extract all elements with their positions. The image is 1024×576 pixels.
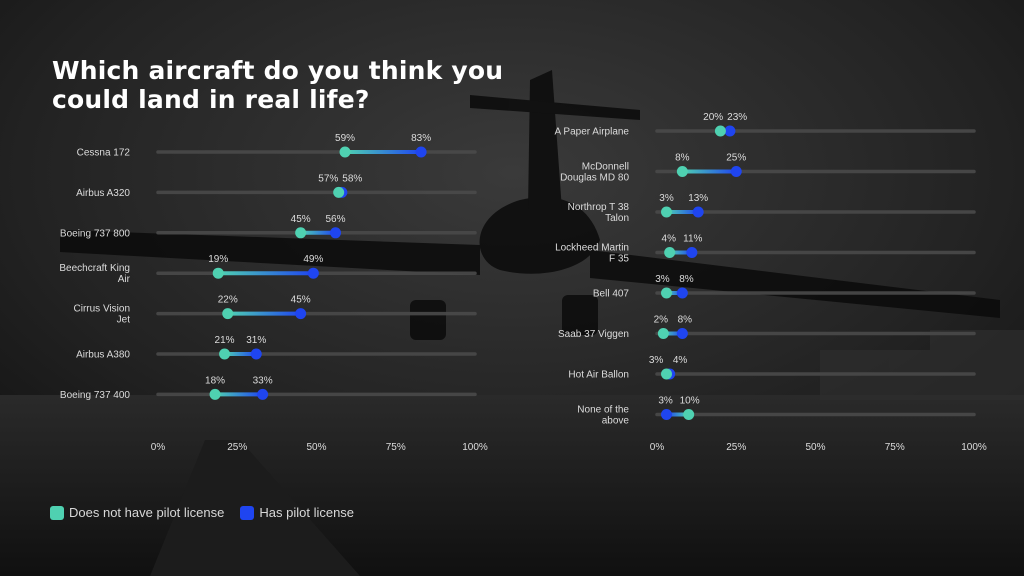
value-label-has-license: 4% [673, 355, 688, 366]
category-label: Lockheed Martin F 35 [555, 243, 629, 265]
legend-swatch-no-license [50, 505, 64, 520]
category-label: Boeing 737 800 [60, 228, 131, 239]
dot-no-license [661, 368, 673, 380]
value-label-no-license: 21% [215, 335, 235, 346]
dot-no-license [295, 227, 307, 239]
value-label-no-license: 4% [662, 234, 677, 245]
value-label-no-license: 8% [675, 153, 690, 164]
value-label-no-license: 57% [318, 173, 338, 184]
value-label-has-license: 8% [678, 315, 693, 326]
dot-has-license [661, 409, 673, 420]
category-label: McDonnell Douglas MD 80 [560, 162, 629, 184]
value-label-has-license: 3% [658, 396, 673, 407]
value-label-no-license: 10% [680, 396, 700, 407]
dot-has-license [307, 267, 319, 279]
category-label: Saab 37 Viggen [558, 329, 629, 340]
dot-no-license [657, 328, 669, 339]
legend-label-license: Has pilot license [259, 505, 355, 520]
dot-has-license [330, 227, 342, 239]
category-label: Boeing 737 400 [60, 390, 131, 401]
x-tick-label: 50% [306, 442, 326, 453]
dot-no-license [219, 348, 231, 360]
x-tick-label: 100% [462, 442, 488, 453]
value-label-has-license: 13% [688, 193, 708, 204]
dot-no-license [222, 308, 234, 320]
dot-no-license [676, 166, 688, 177]
value-label-no-license: 22% [218, 295, 238, 306]
value-label-has-license: 33% [253, 375, 273, 386]
dot-no-license [714, 125, 726, 137]
dot-has-license [686, 247, 698, 258]
value-label-has-license: 56% [326, 214, 346, 225]
x-tick-label: 0% [650, 442, 665, 453]
dot-has-license [730, 166, 742, 177]
value-label-no-license: 2% [654, 315, 669, 326]
value-label-no-license: 3% [659, 193, 674, 204]
value-label-has-license: 45% [291, 295, 311, 306]
dot-has-license [257, 388, 269, 400]
category-label: Cessna 172 [77, 148, 131, 159]
category-label: A Paper Airplane [555, 127, 630, 138]
category-label: Northrop T 38 Talon [568, 202, 630, 224]
dot-no-license [664, 247, 676, 258]
value-label-has-license: 58% [342, 173, 362, 184]
value-label-has-license: 49% [303, 254, 323, 265]
dot-no-license [339, 146, 351, 158]
value-label-has-license: 31% [246, 335, 266, 346]
dot-no-license [661, 206, 673, 218]
x-tick-label: 75% [885, 442, 905, 453]
value-label-has-license: 11% [683, 234, 702, 245]
x-tick-label: 50% [805, 442, 825, 453]
category-label: Hot Air Ballon [568, 370, 629, 381]
category-label: None of the above [577, 405, 629, 427]
dot-has-license [295, 308, 307, 320]
chart-title: Which aircraft do you think you could la… [52, 56, 504, 114]
dot-no-license [209, 388, 221, 400]
value-label-no-license: 3% [649, 355, 664, 366]
x-tick-label: 0% [151, 442, 166, 453]
dot-no-license [212, 267, 224, 279]
dot-has-license [724, 125, 736, 137]
category-label: Airbus A380 [76, 350, 130, 361]
category-label: Airbus A320 [76, 188, 130, 199]
x-tick-label: 75% [386, 442, 406, 453]
x-tick-label: 100% [961, 442, 987, 453]
airplane-silhouette [60, 70, 1000, 340]
value-label-no-license: 59% [335, 133, 355, 144]
value-label-no-license: 45% [291, 214, 311, 225]
legend-item-no-license: Does not have pilot license [50, 505, 224, 520]
value-label-has-license: 25% [726, 153, 746, 164]
value-label-has-license: 83% [411, 133, 431, 144]
value-label-no-license: 19% [208, 254, 228, 265]
dot-has-license [676, 287, 688, 299]
value-label-no-license: 3% [655, 274, 670, 285]
dot-no-license [661, 287, 673, 299]
x-tick-label: 25% [726, 442, 746, 453]
legend: Does not have pilot license Has pilot li… [50, 505, 370, 520]
legend-swatch-license [240, 505, 255, 520]
dot-has-license [676, 328, 688, 339]
dot-no-license [333, 186, 345, 198]
category-label: Cirrus Vision Jet [74, 304, 131, 326]
value-label-has-license: 23% [727, 112, 747, 123]
dot-no-license [683, 409, 695, 420]
x-tick-label: 25% [227, 442, 247, 453]
dot-has-license [415, 146, 427, 158]
legend-label-no-license: Does not have pilot license [69, 505, 225, 520]
value-label-no-license: 20% [703, 112, 723, 123]
category-label: Beechcraft King Air [59, 263, 130, 285]
dot-has-license [692, 206, 704, 218]
legend-item-license: Has pilot license [240, 505, 354, 520]
runway-strip [150, 440, 360, 576]
category-label: Bell 407 [593, 289, 630, 300]
dot-has-license [250, 348, 262, 360]
value-label-no-license: 18% [205, 375, 225, 386]
value-label-has-license: 8% [679, 274, 694, 285]
